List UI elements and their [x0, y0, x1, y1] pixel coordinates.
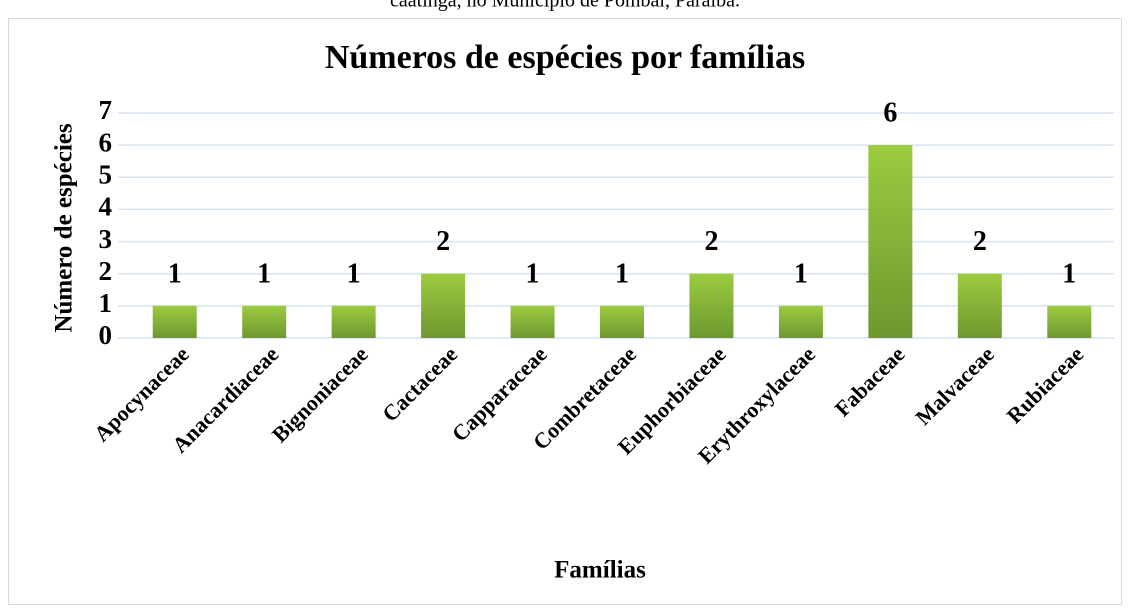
bar: [778, 305, 823, 338]
bar: [868, 145, 913, 338]
data-label: 1: [1062, 258, 1076, 289]
bar: [242, 305, 287, 338]
y-tick-label: 5: [99, 159, 113, 189]
data-label: 1: [615, 258, 629, 289]
y-tick-label: 4: [99, 192, 113, 222]
bar: [152, 305, 197, 338]
data-label: 1: [526, 258, 540, 289]
data-label: 1: [794, 258, 808, 289]
y-tick-label: 6: [99, 127, 113, 157]
y-tick-label: 2: [99, 256, 113, 286]
bar: [331, 305, 376, 338]
y-tick-label: 1: [99, 288, 113, 318]
chart-title: Números de espécies por famílias: [325, 39, 805, 76]
data-label: 1: [347, 258, 361, 289]
bar: [1047, 305, 1092, 338]
x-axis-title: Famílias: [554, 557, 646, 584]
data-label: 6: [883, 98, 897, 129]
data-label: 2: [436, 226, 450, 257]
bar: [957, 273, 1002, 338]
bar: [600, 305, 644, 338]
y-tick-label: 7: [99, 95, 113, 125]
y-tick-label: 0: [99, 320, 113, 350]
data-label: 1: [168, 258, 182, 289]
caption: caatinga, no Município de Pombal, Paraíb…: [390, 0, 740, 12]
data-label: 1: [257, 258, 271, 289]
y-tick-label: 3: [99, 224, 113, 254]
data-label: 2: [973, 226, 987, 257]
bar: [689, 273, 734, 338]
data-label: 2: [704, 226, 718, 257]
y-axis-title: Número de espécies: [51, 123, 78, 332]
bar: [510, 305, 555, 338]
bar: [421, 273, 466, 338]
